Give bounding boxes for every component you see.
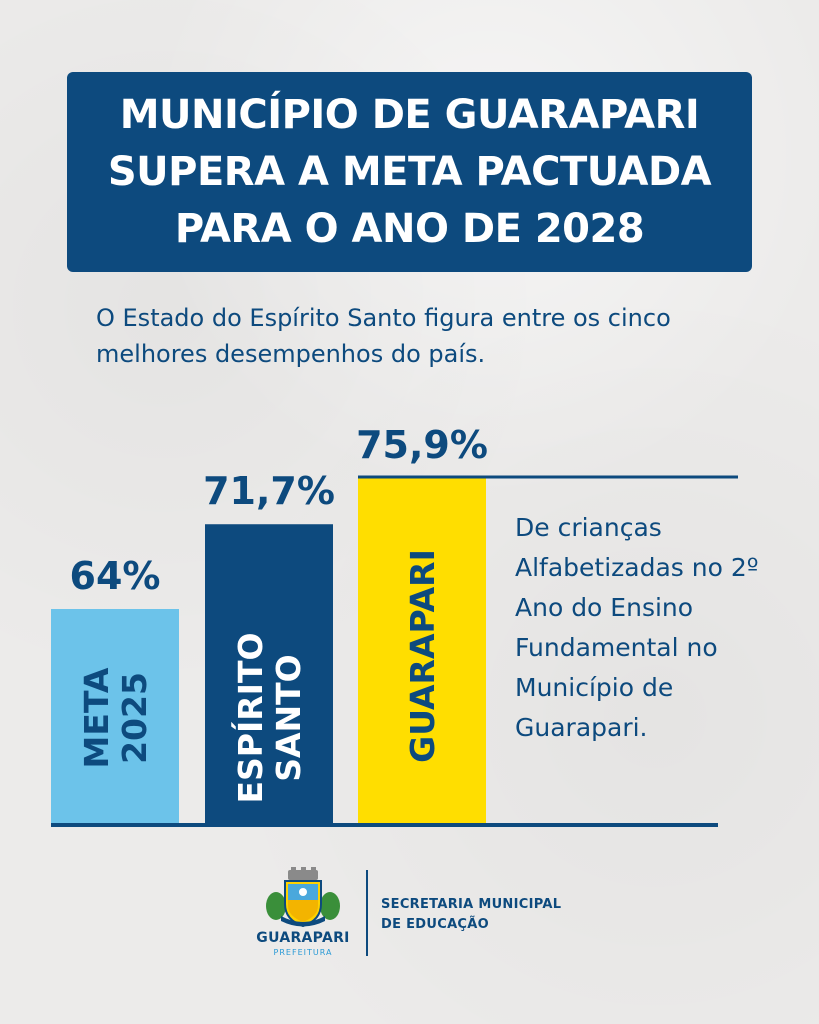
secretaria-label: SECRETARIA MUNICIPAL DE EDUCAÇÃO (381, 895, 561, 935)
secretaria-line-1: SECRETARIA MUNICIPAL (381, 897, 562, 912)
footer-divider (366, 870, 368, 956)
category-label-2: ESPÍRITOSANTO (230, 632, 308, 803)
logo-subtitle: PREFEITURA (273, 948, 333, 957)
subtitle: O Estado do Espírito Santo figura entre … (96, 304, 671, 368)
title-line-2: SUPERA A META PACTUADA (107, 148, 712, 195)
data-label-1: 64% (70, 554, 161, 598)
secretaria-line-2: DE EDUCAÇÃO (381, 917, 489, 932)
coat-of-arms-icon (266, 867, 340, 928)
data-label-3: 75,9% (356, 423, 488, 467)
title-banner: MUNICÍPIO DE GUARAPARI SUPERA A META PAC… (67, 72, 752, 272)
category-label-3: GUARAPARI (403, 549, 442, 763)
bar-2 (205, 524, 333, 824)
logo-name: GUARAPARI (256, 930, 350, 946)
bar-1 (51, 609, 179, 824)
bar-3 (358, 478, 486, 824)
title-line-1: MUNICÍPIO DE GUARAPARI (119, 91, 700, 138)
data-label-2: 71,7% (203, 469, 335, 513)
prefeitura-logo: GUARAPARI PREFEITURA (248, 866, 358, 966)
chart-description: De crianças Alfabetizadas no 2º Ano do E… (515, 513, 759, 742)
category-label-1: META2025 (77, 667, 154, 768)
title-line-3: PARA O ANO DE 2028 (174, 205, 645, 252)
